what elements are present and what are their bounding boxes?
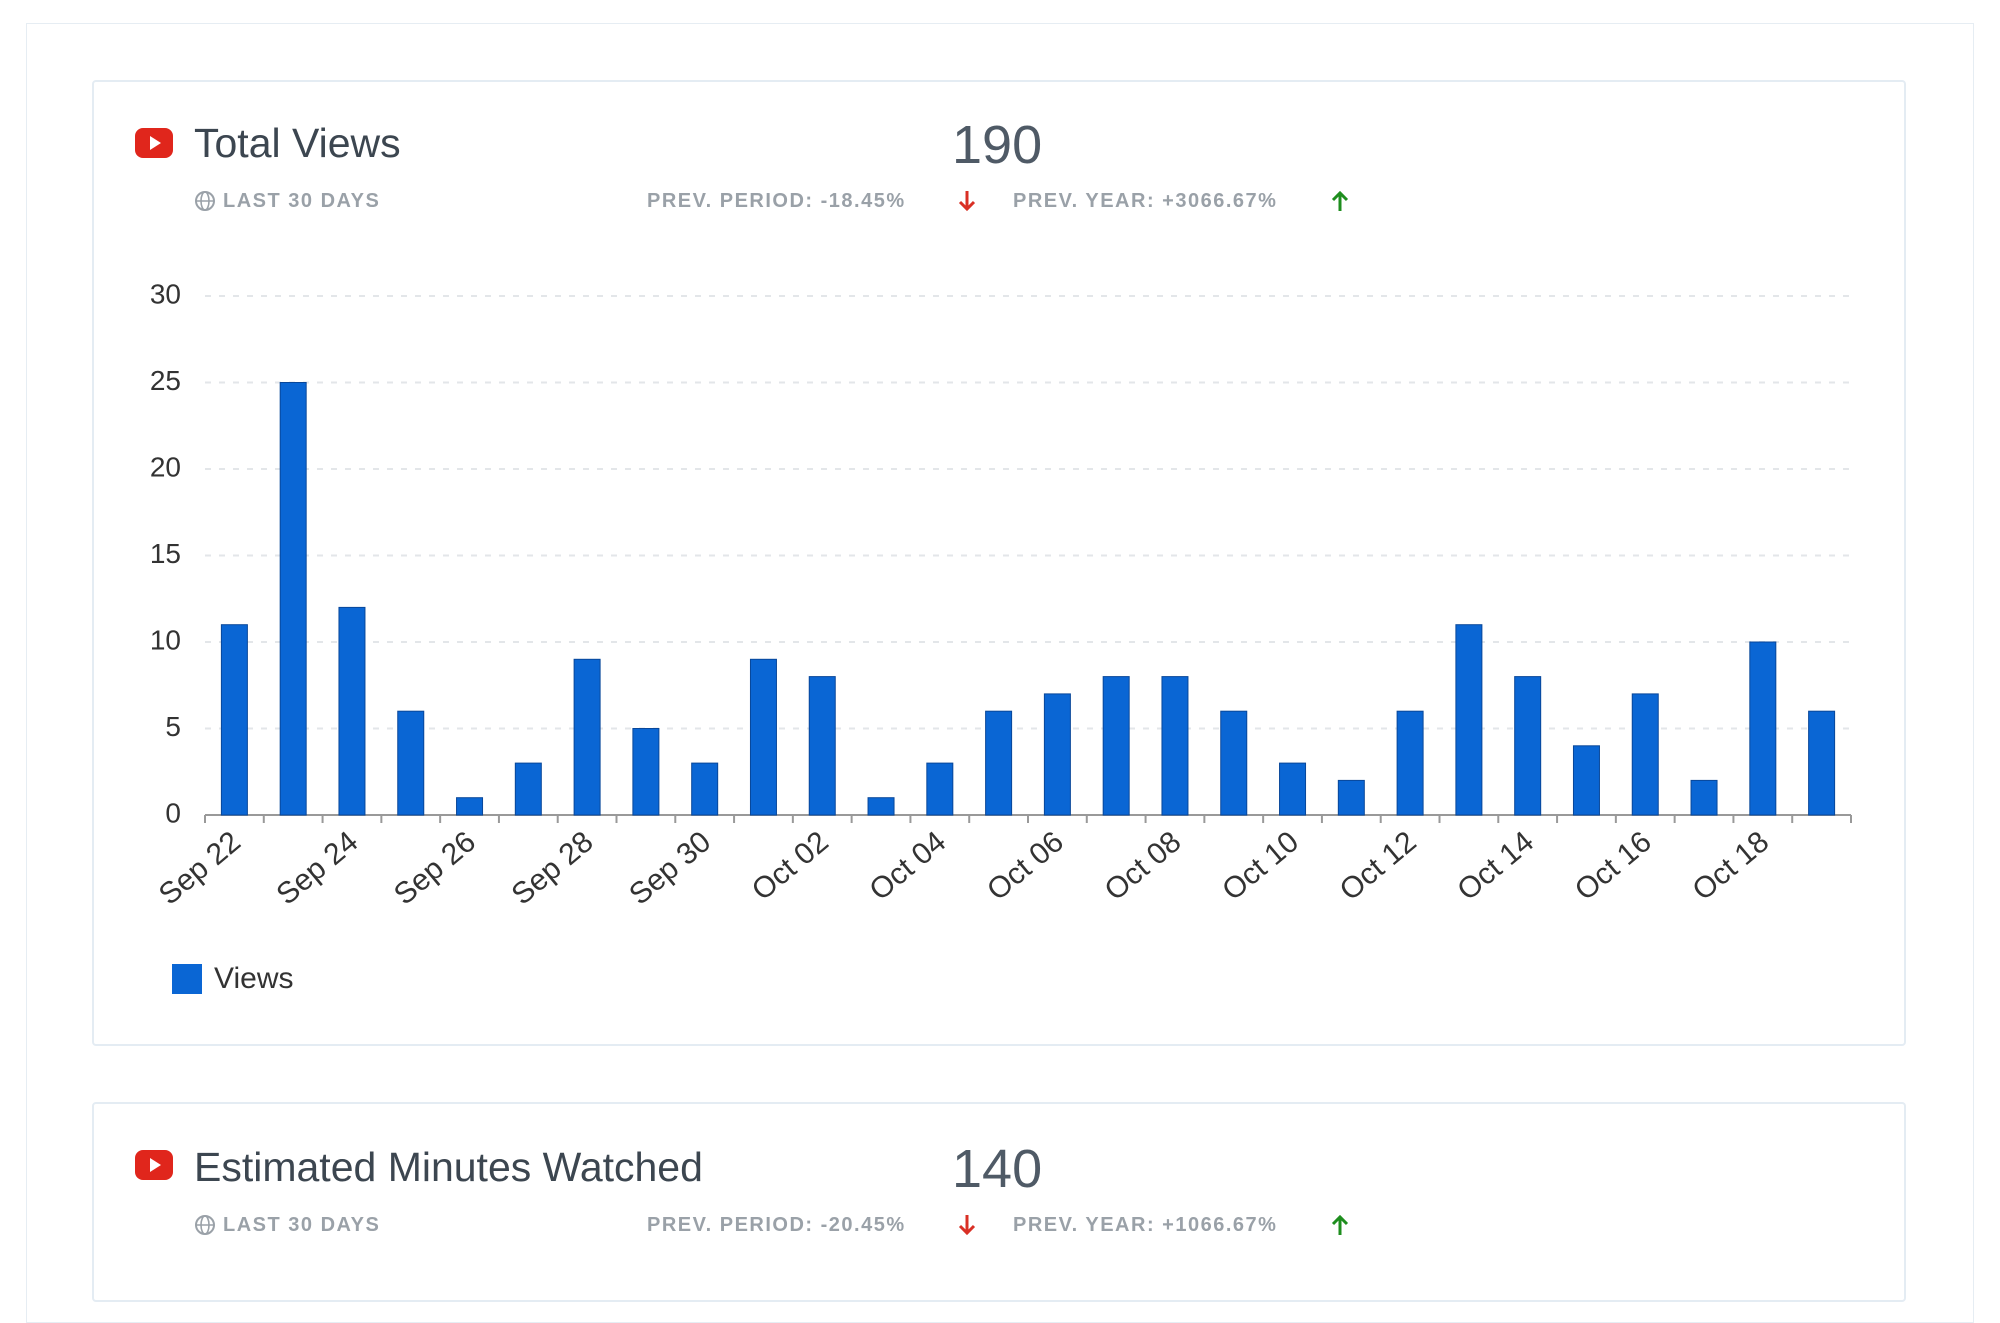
period-label: LAST 30 DAYS — [223, 1214, 381, 1236]
bar — [1631, 693, 1659, 816]
prev-period: PREV. PERIOD: -20.45% — [647, 1214, 906, 1236]
up-arrow — [1331, 1214, 1349, 1235]
bar — [1572, 745, 1600, 816]
x-tick-label: Oct 18 — [1686, 825, 1775, 907]
card: Estimated Minutes Watched 140 LAST 30 DA… — [92, 1102, 1906, 1302]
x-tick-label: Sep 22 — [153, 825, 247, 911]
bar — [632, 728, 660, 816]
y-tick-label: 30 — [150, 278, 181, 309]
y-tick-label: 15 — [150, 538, 181, 569]
bar — [1337, 779, 1365, 816]
card: Total Views 190 LAST 30 DAYS PREV. PERIO… — [92, 80, 1906, 1046]
bar — [1690, 779, 1718, 816]
y-tick-label: 0 — [165, 797, 181, 828]
globe-icon — [195, 191, 215, 211]
card-title: Total Views — [194, 120, 401, 166]
bar — [1220, 710, 1248, 816]
y-tick-label: 10 — [150, 624, 181, 655]
x-tick-label: Sep 26 — [388, 825, 482, 911]
x-tick-label: Oct 04 — [863, 825, 952, 907]
bar — [985, 710, 1013, 816]
bar — [1396, 710, 1424, 816]
x-tick-label: Sep 30 — [623, 825, 717, 911]
y-tick-label: 20 — [150, 451, 181, 482]
bar — [749, 658, 777, 816]
x-tick-label: Sep 24 — [270, 825, 364, 911]
legend-swatch — [172, 964, 202, 994]
bar — [1102, 676, 1130, 816]
x-tick-label: Oct 14 — [1451, 825, 1540, 907]
bar — [279, 382, 307, 816]
y-tick-label: 5 — [165, 711, 181, 742]
bar — [926, 762, 954, 816]
bar — [1279, 762, 1307, 816]
bar — [338, 606, 366, 816]
bar — [1749, 641, 1777, 816]
total-value: 190 — [952, 115, 1043, 175]
bar — [397, 710, 425, 816]
chart: 0 5 10 15 20 25 30 Sep 22 Sep 24 Sep 26 Sep 28 Sep … — [150, 278, 1852, 995]
period-label: LAST 30 DAYS — [223, 190, 381, 212]
bar — [514, 762, 542, 816]
bar — [691, 762, 719, 816]
up-arrow — [1331, 190, 1349, 211]
prev-period: PREV. PERIOD: -18.45% — [647, 190, 906, 212]
x-tick-label: Oct 06 — [981, 825, 1070, 907]
bar — [573, 658, 601, 816]
bar — [1043, 693, 1071, 816]
x-tick-label: Oct 02 — [746, 825, 835, 907]
total-value: 140 — [952, 1139, 1043, 1199]
youtube-icon — [135, 1150, 173, 1180]
down-arrow — [958, 1215, 976, 1236]
down-arrow — [958, 191, 976, 212]
bar — [1514, 676, 1542, 816]
globe-icon — [195, 1215, 215, 1235]
bar — [456, 797, 484, 816]
bar — [808, 676, 836, 816]
legend-label: Views — [214, 962, 293, 995]
x-tick-label: Oct 16 — [1569, 825, 1658, 907]
bar — [1808, 710, 1836, 816]
x-tick-label: Oct 08 — [1099, 825, 1188, 907]
y-tick-label: 25 — [150, 365, 181, 396]
bar — [867, 797, 895, 816]
bar — [220, 624, 248, 816]
prev-year: PREV. YEAR: +3066.67% — [1013, 190, 1278, 212]
card-title: Estimated Minutes Watched — [194, 1144, 703, 1190]
prev-year: PREV. YEAR: +1066.67% — [1013, 1214, 1278, 1236]
x-tick-label: Oct 12 — [1334, 825, 1423, 907]
youtube-icon — [135, 128, 173, 158]
bar — [1161, 676, 1189, 816]
bar — [1455, 624, 1483, 816]
x-tick-label: Sep 28 — [506, 825, 600, 911]
x-tick-label: Oct 10 — [1216, 825, 1305, 907]
